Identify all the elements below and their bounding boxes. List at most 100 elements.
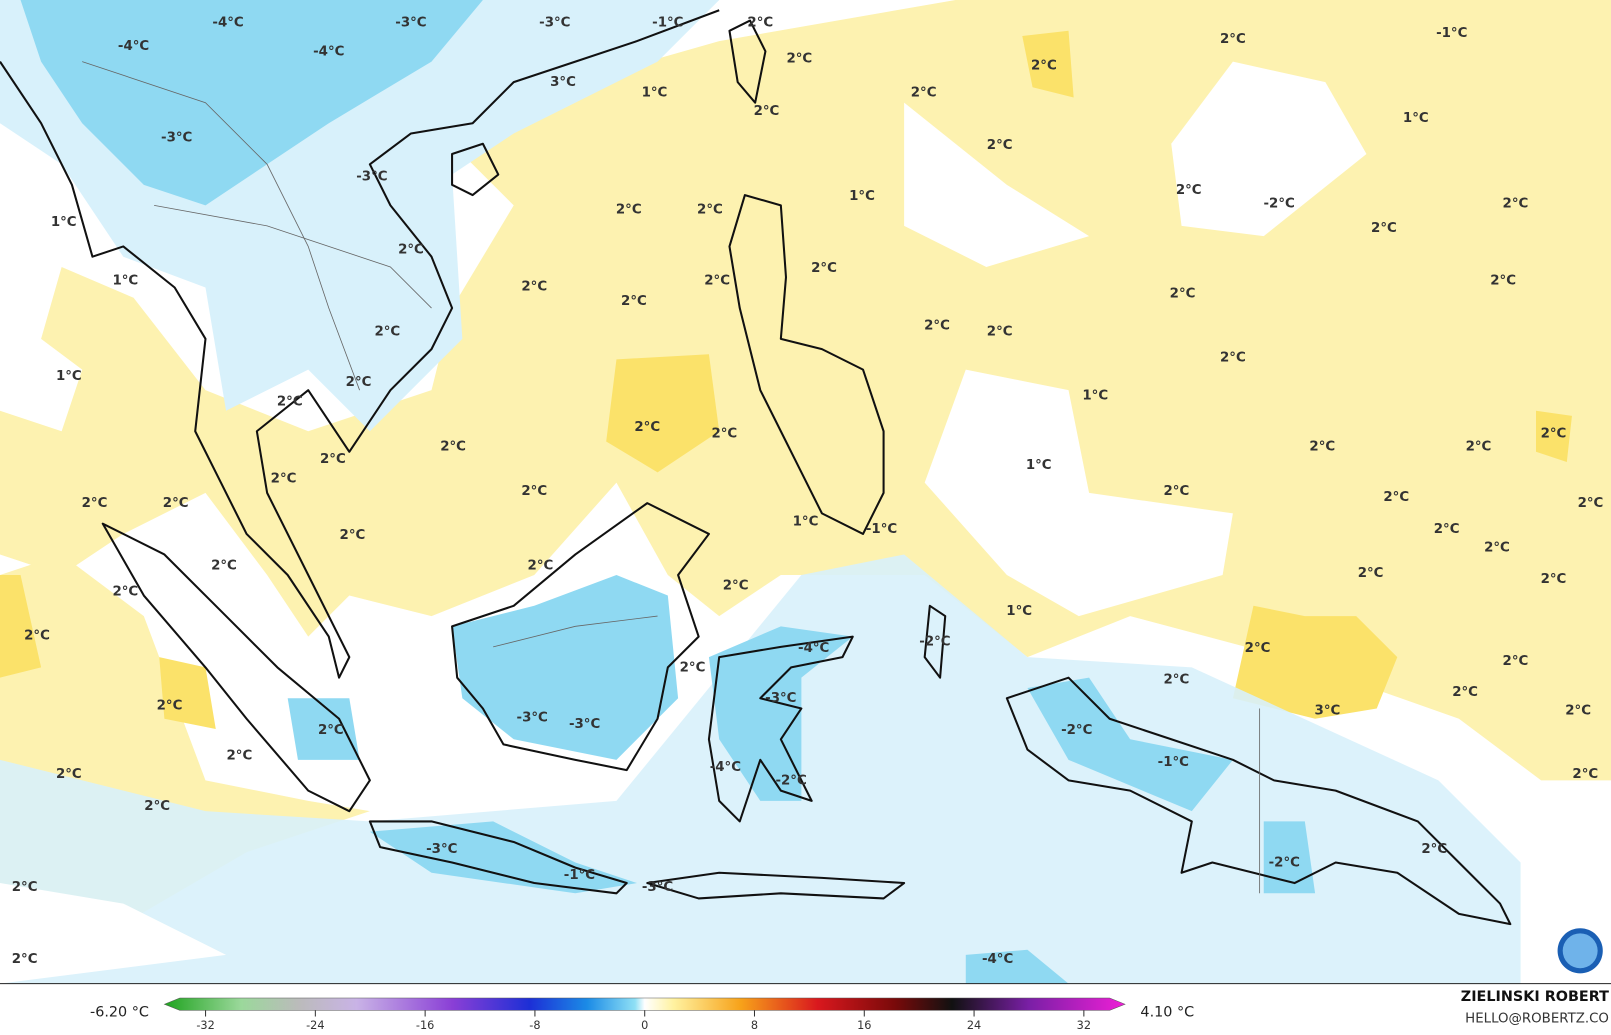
- colorbar-panel: -6.20 °C 4.10 °C ZIELINSKI ROBERT HELLO@…: [0, 983, 1611, 1035]
- colorbar: [163, 997, 1126, 1011]
- temperature-label: 2°C: [398, 243, 424, 258]
- coastlines: [0, 9, 1512, 926]
- temperature-label: -3°C: [395, 16, 426, 31]
- colorbar-tick-label: -32: [196, 1019, 214, 1032]
- map-labels: -4°C -3°C -3°C -1°C 2°C 2°C -1°C -4°C -4°C 2°C 2°C…: [12, 16, 1604, 967]
- temperature-label: -3°C: [569, 717, 600, 732]
- temperature-label: 2°C: [1541, 572, 1567, 587]
- temperature-label: 2°C: [987, 325, 1013, 340]
- temperature-label: 1°C: [642, 85, 668, 100]
- temperature-label: 2°C: [754, 104, 780, 119]
- temperature-label: -1°C: [866, 522, 897, 537]
- temperature-label: 2°C: [1220, 350, 1246, 365]
- temperature-label: 1°C: [51, 215, 77, 230]
- temperature-label: 3°C: [550, 75, 576, 90]
- noaa-logo: [1557, 928, 1603, 974]
- temperature-label: 2°C: [163, 496, 189, 511]
- map-field: [0, 0, 1611, 984]
- temperature-label: -1°C: [1158, 755, 1189, 770]
- temperature-label: 2°C: [1466, 440, 1492, 455]
- temperature-label: 2°C: [440, 440, 466, 455]
- temperature-label: 2°C: [144, 799, 170, 814]
- temperature-label: 1°C: [56, 369, 82, 384]
- temperature-label: -4°C: [212, 16, 243, 31]
- temperature-label: 2°C: [318, 723, 344, 738]
- temperature-label: 2°C: [704, 273, 730, 288]
- temperature-label: 2°C: [924, 318, 950, 333]
- colorbar-tick-label: 0: [641, 1019, 648, 1032]
- email: HELLO@ROBERTZ.CO: [1465, 1012, 1609, 1027]
- temperature-label: 2°C: [1164, 673, 1190, 688]
- temperature-label: 2°C: [24, 629, 50, 644]
- colorbar-tick-label: -16: [416, 1019, 434, 1032]
- borders: [82, 61, 1261, 894]
- temperature-label: 2°C: [12, 952, 38, 967]
- temperature-label: 2°C: [1578, 496, 1604, 511]
- temperature-label: 2°C: [911, 85, 937, 100]
- temperature-label: 2°C: [987, 138, 1013, 153]
- temperature-label: 2°C: [1176, 183, 1202, 198]
- temperature-label: 2°C: [634, 420, 660, 435]
- temperature-label: -3°C: [765, 691, 796, 706]
- temperature-label: -3°C: [517, 711, 548, 726]
- temperature-label: -4°C: [710, 760, 741, 775]
- temperature-label: 2°C: [1220, 32, 1246, 47]
- temperature-label: 1°C: [849, 189, 875, 204]
- temperature-label: -3°C: [642, 880, 673, 895]
- temperature-label: 2°C: [277, 394, 303, 409]
- temperature-label: 2°C: [697, 202, 723, 217]
- temperature-label: -4°C: [982, 952, 1013, 967]
- temperature-label: 2°C: [1484, 540, 1510, 555]
- colorbar-tick-label: 8: [751, 1019, 758, 1032]
- temperature-label: 2°C: [320, 452, 346, 467]
- temperature-label: 1°C: [793, 515, 819, 530]
- temperature-label: 2°C: [521, 484, 547, 499]
- temperature-label: 3°C: [1315, 704, 1341, 719]
- temperature-label: 2°C: [1358, 566, 1384, 581]
- colorbar-tick-label: -24: [306, 1019, 324, 1032]
- temperature-label: -1°C: [652, 16, 683, 31]
- temperature-label: 2°C: [157, 698, 183, 713]
- temperature-label: 2°C: [1572, 767, 1598, 782]
- temperature-label: -3°C: [426, 842, 457, 857]
- temperature-label: 1°C: [1403, 111, 1429, 126]
- temperature-label: 2°C: [723, 578, 749, 593]
- temperature-label: 2°C: [1503, 654, 1529, 669]
- temperature-label: 2°C: [1371, 221, 1397, 236]
- temperature-label: 2°C: [1490, 273, 1516, 288]
- temperature-label: 2°C: [1565, 704, 1591, 719]
- temperature-label: 2°C: [12, 880, 38, 895]
- temperature-label: 2°C: [811, 261, 837, 276]
- temperature-label: -3°C: [539, 16, 570, 31]
- colorbar-max-label: 4.10 °C: [1140, 1005, 1194, 1021]
- temperature-label: 2°C: [680, 660, 706, 675]
- temperature-label: 2°C: [211, 559, 237, 574]
- temperature-label: 2°C: [1309, 440, 1335, 455]
- temperature-label: -2°C: [775, 773, 806, 788]
- temperature-label: -1°C: [1436, 26, 1467, 41]
- temperature-label: 2°C: [1434, 522, 1460, 537]
- temperature-label: 2°C: [1541, 426, 1567, 441]
- temperature-label: 2°C: [271, 471, 297, 486]
- temperature-label: 2°C: [1421, 842, 1447, 857]
- colorbar-tick-label: 24: [967, 1019, 981, 1032]
- temperature-label: 2°C: [1503, 196, 1529, 211]
- temperature-label: -3°C: [356, 170, 387, 185]
- temperature-label: 2°C: [346, 375, 372, 390]
- temperature-label: -2°C: [919, 635, 950, 650]
- temperature-label: 2°C: [616, 202, 642, 217]
- temperature-label: 2°C: [621, 294, 647, 309]
- temperature-label: 2°C: [786, 52, 812, 67]
- temperature-label: 2°C: [1245, 641, 1271, 656]
- temperature-label: 2°C: [528, 559, 554, 574]
- temperature-label: 2°C: [82, 496, 108, 511]
- temperature-label: 2°C: [1170, 287, 1196, 302]
- temperature-label: -4°C: [313, 44, 344, 59]
- colorbar-tick-label: 32: [1077, 1019, 1091, 1032]
- temperature-label: -4°C: [798, 641, 829, 656]
- temperature-label: -2°C: [1061, 723, 1092, 738]
- temperature-label: 2°C: [747, 16, 773, 31]
- colorbar-tick-label: -8: [529, 1019, 540, 1032]
- temperature-label: 2°C: [340, 528, 366, 543]
